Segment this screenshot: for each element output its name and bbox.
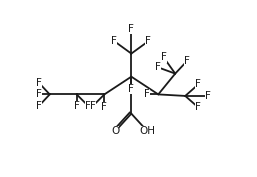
Text: F: F	[205, 91, 211, 101]
Text: F: F	[128, 24, 134, 34]
Text: O: O	[111, 126, 119, 136]
Text: F: F	[184, 56, 190, 66]
Text: OH: OH	[140, 126, 155, 136]
Text: F: F	[195, 102, 201, 112]
Text: F: F	[36, 101, 42, 111]
Text: F: F	[36, 78, 42, 88]
Text: F: F	[144, 89, 150, 99]
Text: F: F	[195, 79, 201, 89]
Text: F: F	[90, 101, 96, 111]
Text: F: F	[74, 101, 80, 111]
Text: F: F	[85, 101, 91, 111]
Text: F: F	[36, 89, 42, 99]
Text: F: F	[112, 36, 117, 46]
Text: F: F	[145, 36, 151, 46]
Text: F: F	[155, 62, 161, 72]
Text: F: F	[102, 102, 107, 112]
Text: F: F	[128, 84, 134, 94]
Text: F: F	[161, 52, 167, 62]
